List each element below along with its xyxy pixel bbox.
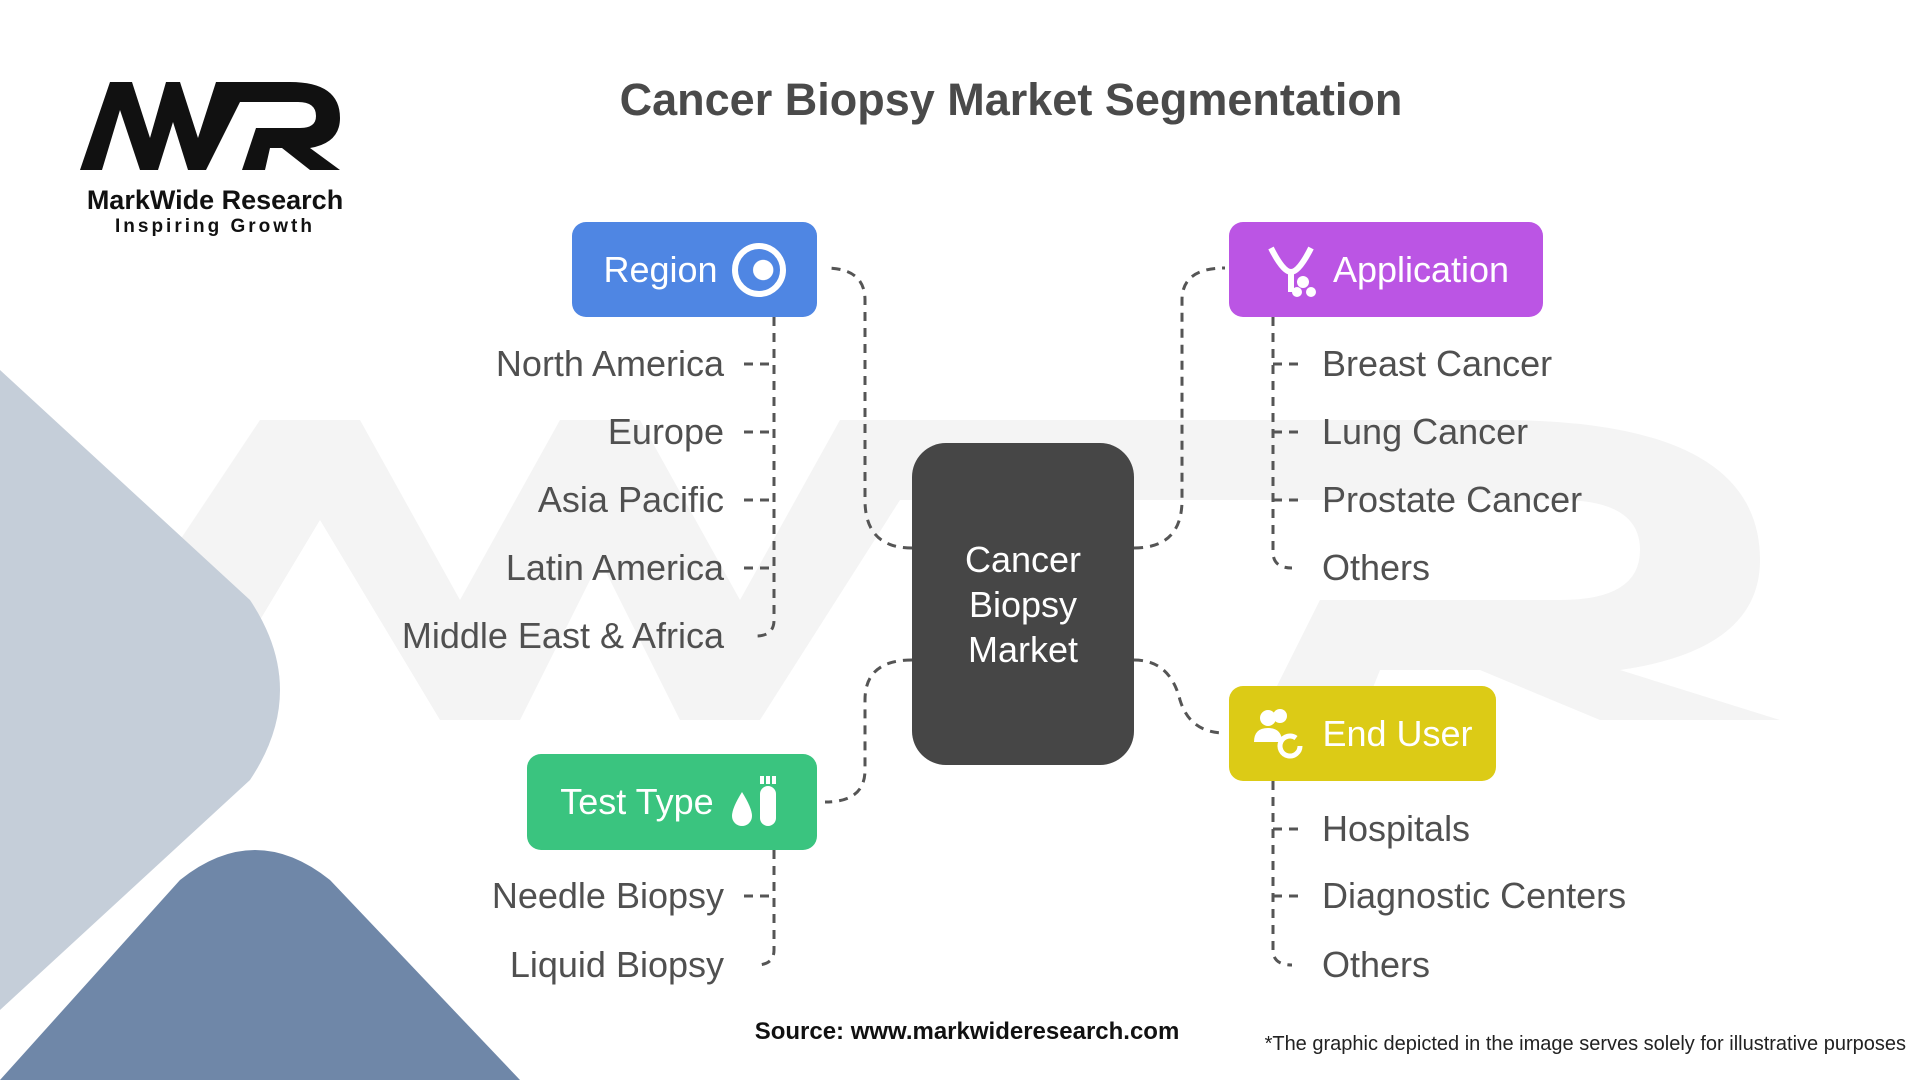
list-item: Latin America xyxy=(505,547,724,588)
category-end-user: End User xyxy=(1229,686,1496,781)
center-node: Cancer Biopsy Market xyxy=(912,443,1134,765)
list-item: North America xyxy=(495,343,724,384)
list-item: Needle Biopsy xyxy=(491,875,724,916)
logo-name: MarkWide Research xyxy=(86,185,344,215)
list-item: Breast Cancer xyxy=(1322,343,1553,384)
test-tube-icon xyxy=(731,776,776,826)
list-item: Others xyxy=(1322,944,1431,985)
disclaimer: *The graphic depicted in the image serve… xyxy=(1264,1033,1906,1055)
users-icon xyxy=(1254,708,1303,758)
category-application: Application xyxy=(1229,222,1543,317)
dark-shape xyxy=(0,850,520,1080)
list-item: Asia Pacific xyxy=(537,479,724,520)
category-label: Region xyxy=(603,248,718,290)
category-label: Application xyxy=(1332,248,1510,290)
list-item: Europe xyxy=(607,411,724,452)
category-region: Region xyxy=(572,222,817,317)
mwr-logo-mark xyxy=(80,82,340,170)
list-item: Lung Cancer xyxy=(1322,411,1529,452)
category-label: Test Type xyxy=(560,781,714,822)
light-shape xyxy=(0,370,280,1010)
list-item: Liquid Biopsy xyxy=(509,944,724,985)
center-label: Cancer Biopsy Market xyxy=(964,538,1082,670)
list-item: Others xyxy=(1322,547,1431,588)
list-item: Diagnostic Centers xyxy=(1322,875,1627,916)
globe-icon xyxy=(731,242,786,297)
page-title: Cancer Biopsy Market Segmentation xyxy=(619,74,1403,125)
connectors xyxy=(744,266,1303,967)
source-text: Source: www.markwideresearch.com xyxy=(754,1018,1180,1045)
logo-tagline: Inspiring Growth xyxy=(115,216,315,237)
list-item: Middle East & Africa xyxy=(401,615,724,656)
list-item: Hospitals xyxy=(1322,808,1471,849)
watermark xyxy=(60,420,1780,720)
list-item: Prostate Cancer xyxy=(1322,479,1583,520)
category-test-type: Test Type xyxy=(527,754,817,850)
molecule-icon xyxy=(1268,246,1316,297)
logo: MarkWide Research Inspiring Growth xyxy=(70,78,360,238)
category-label: End User xyxy=(1322,712,1473,754)
